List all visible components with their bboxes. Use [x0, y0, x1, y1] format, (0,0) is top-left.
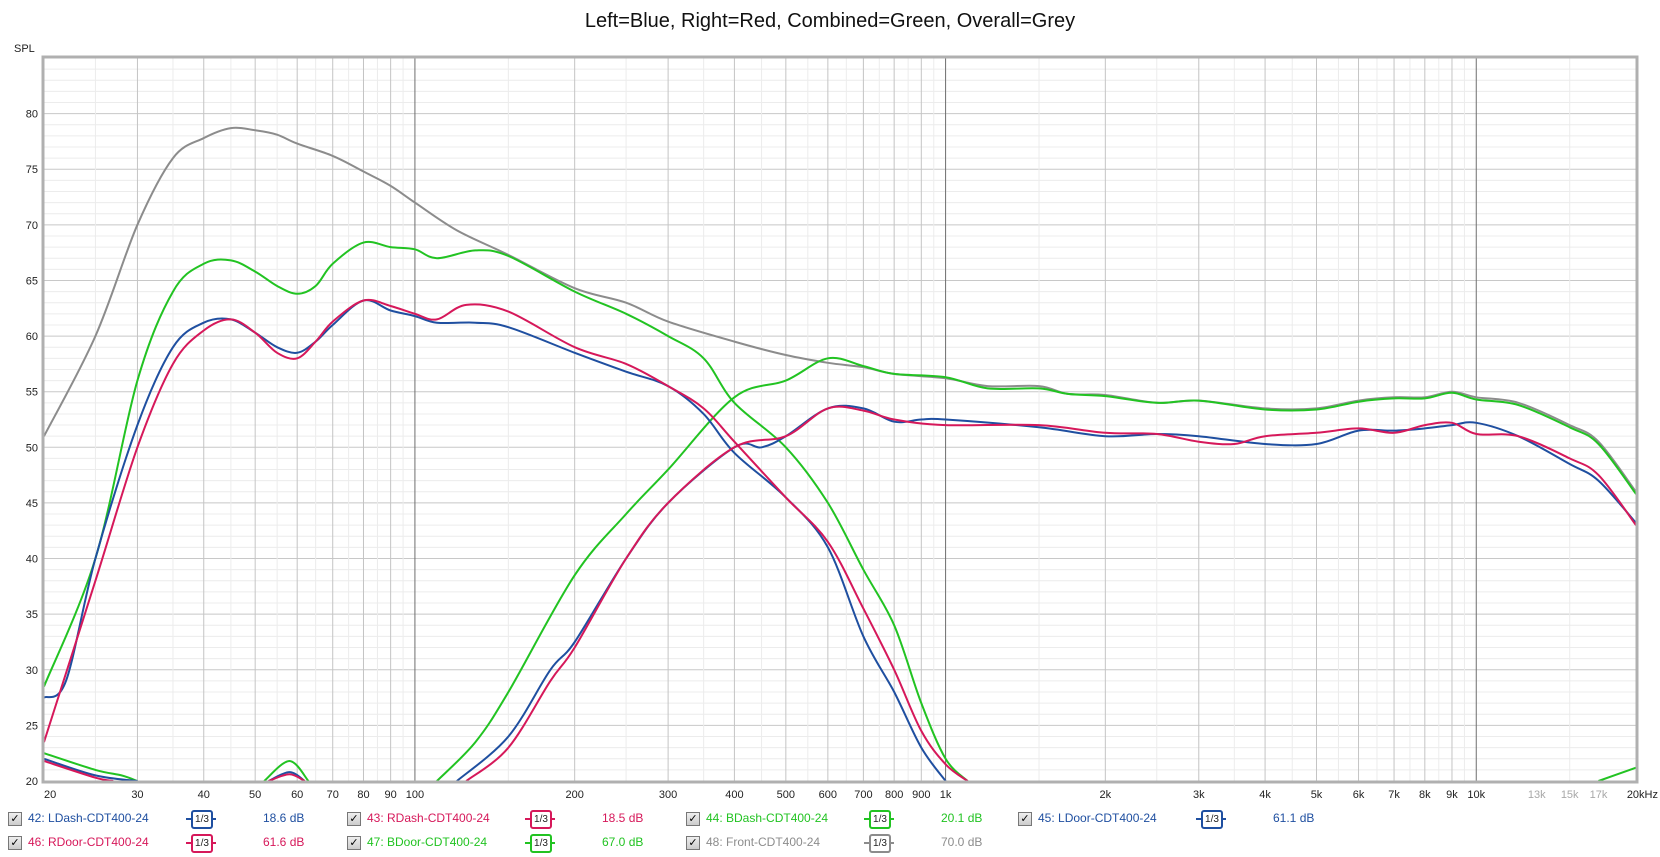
- x-tick-label: 9k: [1446, 789, 1458, 801]
- x-tick-label: 900: [912, 789, 930, 801]
- series-group: [44, 126, 1636, 781]
- chart-title: Left=Blue, Right=Red, Combined=Green, Ov…: [584, 10, 1076, 32]
- y-tick-label: 60: [26, 331, 38, 343]
- y-tick-label: 75: [26, 164, 38, 176]
- smoothing-button[interactable]: 1/3: [186, 810, 216, 829]
- x-tick-label: 70: [327, 789, 339, 801]
- visibility-checkbox[interactable]: ✓: [8, 836, 22, 850]
- y-tick-label: 80: [26, 109, 38, 121]
- legend-value: 18.6 dB: [263, 811, 305, 825]
- visibility-checkbox[interactable]: ✓: [347, 836, 361, 850]
- x-tick-label: 2k: [1100, 789, 1112, 801]
- x-tick-label: 17k: [1590, 789, 1608, 801]
- x-tick-label: 700: [854, 789, 872, 801]
- x-tick-label: 8k: [1419, 789, 1431, 801]
- visibility-checkbox[interactable]: ✓: [8, 812, 22, 826]
- legend-value: 20.1 dB: [941, 811, 983, 825]
- x-tick-label: 90: [385, 789, 397, 801]
- x-tick-label: 1k: [940, 789, 952, 801]
- x-tick-label: 400: [725, 789, 743, 801]
- x-tick-label: 15k: [1561, 789, 1579, 801]
- smoothing-label: 1/3: [530, 834, 552, 853]
- smoothing-button[interactable]: 1/3: [864, 834, 894, 853]
- x-tick-label: 300: [659, 789, 677, 801]
- y-tick-label: 55: [26, 387, 38, 399]
- series-line-bdoor-cdt400-24: [44, 240, 1636, 781]
- x-tick-label: 10k: [1467, 789, 1485, 801]
- legend-value: 61.1 dB: [1273, 811, 1315, 825]
- x-tick-label: 20kHz: [1627, 789, 1658, 801]
- legend-value: 61.6 dB: [263, 835, 305, 849]
- x-tick-label: 50: [249, 789, 261, 801]
- x-tick-label: 4k: [1259, 789, 1271, 801]
- y-tick-label: 25: [26, 720, 38, 732]
- x-tick-label: 6k: [1353, 789, 1365, 801]
- legend-label: 47: BDoor-CDT400-24: [367, 835, 488, 849]
- legend-value: 70.0 dB: [941, 835, 983, 849]
- smoothing-label: 1/3: [530, 810, 552, 829]
- smoothing-button[interactable]: 1/3: [525, 810, 555, 829]
- smoothing-button[interactable]: 1/3: [864, 810, 894, 829]
- y-tick-label: 35: [26, 609, 38, 621]
- y-tick-label: 70: [26, 220, 38, 232]
- x-tick-label: 200: [565, 789, 583, 801]
- y-tick-label: 50: [26, 442, 38, 454]
- legend-label: 43: RDash-CDT400-24: [367, 811, 490, 825]
- x-tick-label: 100: [406, 789, 424, 801]
- plot-area: [44, 58, 1636, 781]
- legend-label: 48: Front-CDT400-24: [706, 835, 821, 849]
- visibility-checkbox[interactable]: ✓: [347, 812, 361, 826]
- visibility-checkbox[interactable]: ✓: [686, 836, 700, 850]
- x-tick-label: 800: [885, 789, 903, 801]
- smoothing-label: 1/3: [1201, 810, 1223, 829]
- smoothing-button[interactable]: 1/3: [186, 834, 216, 853]
- x-tick-label: 500: [777, 789, 795, 801]
- x-tick-label: 7k: [1388, 789, 1400, 801]
- y-tick-label: 40: [26, 554, 38, 566]
- y-tick-label: 20: [26, 776, 38, 788]
- smoothing-label: 1/3: [869, 810, 891, 829]
- smoothing-button[interactable]: 1/3: [1196, 810, 1226, 829]
- y-axis-label: SPL: [14, 43, 35, 55]
- smoothing-label: 1/3: [869, 834, 891, 853]
- frequency-response-chart: 20 25 30 35 40 45 50 55 60 65 70 75 80 SPL 20 30 40 50 60 7…: [14, 43, 1658, 801]
- legend-label: 46: RDoor-CDT400-24: [28, 835, 149, 849]
- y-tick-label: 65: [26, 275, 38, 287]
- plot-frame: [41, 55, 1639, 784]
- x-tick-label: 3k: [1193, 789, 1205, 801]
- visibility-checkbox[interactable]: ✓: [1018, 812, 1032, 826]
- visibility-checkbox[interactable]: ✓: [686, 812, 700, 826]
- series-line-rdoor-cdt400-24: [44, 298, 969, 781]
- y-tick-label: 45: [26, 498, 38, 510]
- legend-value: 67.0 dB: [602, 835, 644, 849]
- x-tick-label: 5k: [1311, 789, 1323, 801]
- x-tick-label: 60: [291, 789, 303, 801]
- x-tick-label: 80: [357, 789, 369, 801]
- smoothing-label: 1/3: [191, 810, 213, 829]
- x-tick-label: 13k: [1528, 789, 1546, 801]
- smoothing-label: 1/3: [191, 834, 213, 853]
- x-tick-label: 600: [819, 789, 837, 801]
- x-tick-label: 40: [198, 789, 210, 801]
- x-tick-label: 30: [131, 789, 143, 801]
- legend-label: 45: LDoor-CDT400-24: [1038, 811, 1157, 825]
- series-line-bdash-cdt400-24: [44, 356, 1636, 781]
- legend-value: 18.5 dB: [602, 811, 644, 825]
- x-tick-label: 20: [44, 789, 56, 801]
- legend-label: 44: BDash-CDT400-24: [706, 811, 829, 825]
- series-line-front-cdt400-24: [44, 126, 1636, 493]
- legend-label: 42: LDash-CDT400-24: [28, 811, 149, 825]
- y-tick-label: 30: [26, 665, 38, 677]
- smoothing-button[interactable]: 1/3: [525, 834, 555, 853]
